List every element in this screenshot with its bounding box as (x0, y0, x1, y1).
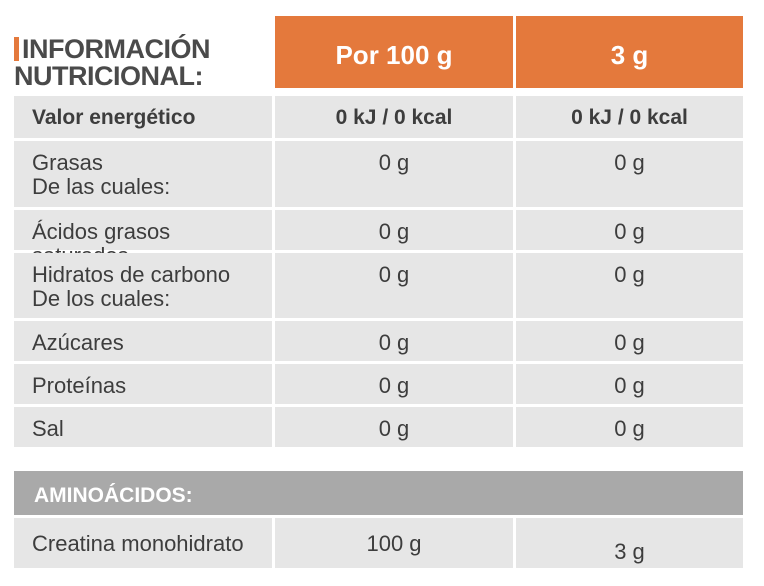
row-value-salt-100g: 0 g (275, 407, 513, 447)
row-label-fats: Grasas De las cuales: (14, 141, 272, 207)
row-value-energy-serving: 0 kJ / 0 kcal (516, 96, 743, 138)
row-value-proteins-100g: 0 g (275, 364, 513, 404)
row-value-sugars-serving: 0 g (516, 321, 743, 361)
title-accent-bar (14, 37, 19, 61)
row-value-salt-serving: 0 g (516, 407, 743, 447)
column-header-per-100g: Por 100 g (275, 16, 513, 88)
row-label-energy: Valor energético (14, 96, 272, 138)
title-line-1: INFORMACIÓN (22, 34, 210, 64)
row-value-creatine-serving: 3 g (516, 518, 743, 568)
row-value-saturated-100g: 0 g (275, 210, 513, 250)
amino-acids-header: AMINOÁCIDOS: (14, 471, 743, 515)
row-value-fats-100g: 0 g (275, 141, 513, 207)
table-title: INFORMACIÓN NUTRICIONAL: (14, 16, 264, 92)
row-label-carbohydrates: Hidratos de carbono De los cuales: (14, 253, 272, 318)
row-value-creatine-100g: 100 g (275, 518, 513, 568)
row-label-creatine: Creatina monohidrato (14, 518, 272, 568)
row-label-proteins: Proteínas (14, 364, 272, 404)
row-value-carbs-serving: 0 g (516, 253, 743, 318)
row-value-energy-100g: 0 kJ / 0 kcal (275, 96, 513, 138)
row-value-proteins-serving: 0 g (516, 364, 743, 404)
row-label-sugars: Azúcares (14, 321, 272, 361)
column-header-per-serving: 3 g (516, 16, 743, 88)
row-value-sugars-100g: 0 g (275, 321, 513, 361)
row-value-fats-serving: 0 g (516, 141, 743, 207)
row-label-saturated-fats: Ácidos grasos saturados (14, 210, 272, 268)
row-value-carbs-100g: 0 g (275, 253, 513, 318)
row-label-salt: Sal (14, 407, 272, 447)
title-line-2: NUTRICIONAL: (14, 61, 203, 91)
row-value-saturated-serving: 0 g (516, 210, 743, 250)
